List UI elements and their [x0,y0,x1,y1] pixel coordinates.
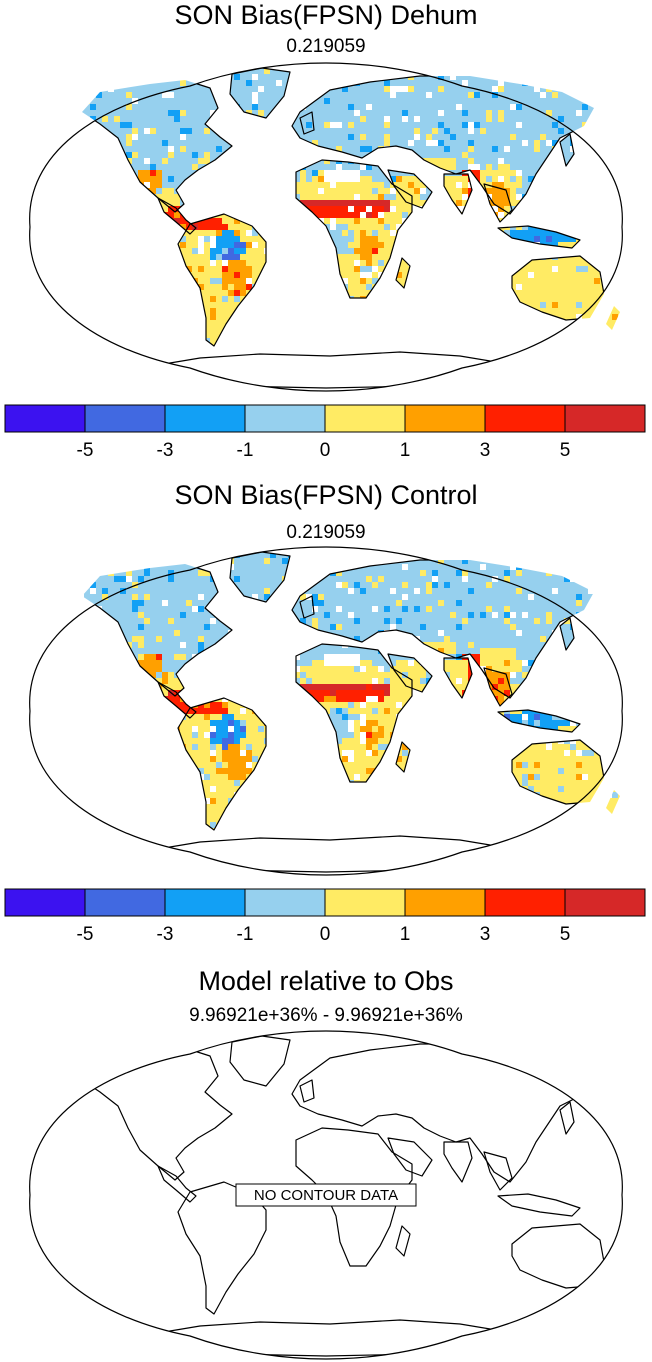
coastline-arabia [387,653,433,693]
panel-2-subtitle: 0.219059 [286,522,366,543]
colorbar-tick-label: -3 [157,924,174,945]
coastline-madagascar [395,1225,411,1257]
colorbar-swatch [164,888,246,917]
colorbar-swatch [404,888,486,917]
colorbar-tick-label: 3 [480,440,491,461]
coastline-newZealand [605,1273,621,1299]
colorbar-tick-label: 1 [400,924,411,945]
coastline-indonesia [497,1193,581,1217]
colorbar-swatch [484,888,566,917]
no-data-label: NO CONTOUR DATA [254,1187,398,1204]
colorbar-swatch [484,404,566,433]
panel-1-colorbar: -5 -3 -1 0 1 3 5 [4,404,646,461]
coastline-japan [559,1101,575,1135]
colorbar-swatch [4,404,86,433]
colorbar-swatch [84,888,166,917]
panel-3-subtitle: 9.96921e+36% - 9.96921e+36% [189,1005,463,1026]
coastline-africa [295,159,413,299]
colorbar-tick-label: 0 [320,440,331,461]
coastline-madagascar [395,257,411,289]
coastline-india [443,173,473,215]
colorbar-swatch [324,888,406,917]
colorbar-swatch [324,404,406,433]
coastline-arabia [387,169,433,209]
panel-1-title: SON Bias(FPSN) Dehum [174,0,478,30]
panel-2-map [29,546,623,876]
panel-1-subtitle: 0.219059 [286,36,366,57]
panel-1-map [29,62,623,392]
coastline-indonesia [497,225,581,249]
coastline-madagascar [395,741,411,773]
coastline-centralAmerica [157,681,197,719]
panel-3-map: NO CONTOUR DATA [29,1030,623,1360]
coastline-seAsia [483,183,513,223]
coastline-japan [559,617,575,651]
panel-3-title: Model relative to Obs [198,966,454,996]
coastline-southAmerica [177,697,267,831]
map-outline [29,546,623,876]
colorbar-tick-label: -3 [157,440,174,461]
panel-2-title: SON Bias(FPSN) Control [174,480,478,510]
colorbar-swatch [404,404,486,433]
colorbar-tick-label: -1 [237,924,254,945]
colorbar-tick-label: -1 [237,440,254,461]
no-data-box [235,1183,417,1207]
coastline-india [443,1141,473,1183]
colorbar-tick-label: 3 [480,924,491,945]
colorbar-tick-label: -5 [77,440,94,461]
colorbar-tick-label: 1 [400,440,411,461]
coastline-india [443,657,473,699]
colorbar-swatch [4,888,86,917]
coastline-centralAmerica [157,1165,197,1203]
coastline-africa [295,643,413,783]
coastline-uk [299,111,315,135]
colorbar-swatch [564,404,646,433]
coastline-seAsia [483,1151,513,1191]
colorbar-tick-label: 0 [320,924,331,945]
coastline-japan [559,133,575,167]
colorbar-tick-label: 5 [560,924,571,945]
colorbar-swatch [244,888,326,917]
map-outline [29,62,623,392]
coastline-southAmerica [177,213,267,347]
panel-2-colorbar: -5 -3 -1 0 1 3 5 [4,888,646,945]
colorbar-swatch [564,888,646,917]
coastline-uk [299,1079,315,1103]
coastline-seAsia [483,667,513,707]
coastline-arabia [387,1137,433,1177]
colorbar-swatch [244,404,326,433]
coastline-greenland [229,67,291,119]
coastline-greenland [229,551,291,603]
map-outline [29,1030,623,1360]
colorbar-tick-label: 5 [560,440,571,461]
coastline-uk [299,595,315,619]
coastline-greenland [229,1035,291,1087]
colorbar-swatch [84,404,166,433]
colorbar-tick-label: -5 [77,924,94,945]
coastline-indonesia [497,709,581,733]
colorbar-swatch [164,404,246,433]
coastline-centralAmerica [157,197,197,235]
